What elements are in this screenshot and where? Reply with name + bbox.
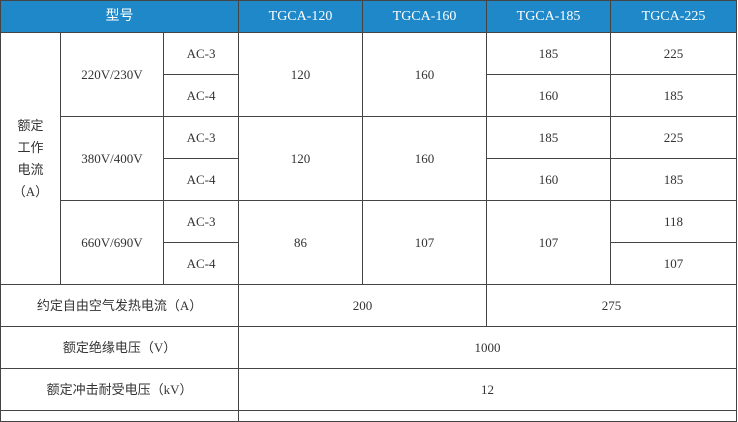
value-cell: 86 bbox=[238, 200, 364, 285]
table-row: 380V/400V AC-3 120 160 185 225 bbox=[1, 116, 738, 201]
category-cell: AC-4 bbox=[162, 74, 240, 117]
category-cell: AC-3 bbox=[162, 116, 240, 159]
category-cell: AC-3 bbox=[162, 200, 240, 243]
value-cell: 107 bbox=[362, 200, 488, 285]
value-cell: 1000 bbox=[238, 326, 738, 369]
table-row: 额定 工作 电流 （A） 220V/230V AC-3 120 160 185 … bbox=[0, 32, 738, 285]
value-cell: 107 bbox=[486, 200, 612, 285]
value-cell: 160 bbox=[486, 158, 612, 201]
value-cell: 185 bbox=[610, 74, 738, 117]
value-cell: 160 bbox=[362, 32, 488, 117]
model-header: TGCA-160 bbox=[362, 0, 488, 33]
value-cell: 107 bbox=[610, 242, 738, 285]
model-header: TGCA-120 bbox=[238, 0, 364, 33]
value-cell: 185 bbox=[610, 158, 738, 201]
table-row: 额定冲击耐受电压（kV） 12 bbox=[0, 368, 738, 411]
voltage-cell: 220V/230V bbox=[60, 32, 164, 117]
table-row: 额定绝缘电压（V） 1000 bbox=[0, 326, 738, 369]
value-cell: 225 bbox=[610, 116, 738, 159]
model-label: 型号 bbox=[0, 0, 240, 33]
impulse-voltage-label: 额定冲击耐受电压（kV） bbox=[0, 368, 240, 411]
value-cell: 225 bbox=[610, 32, 738, 75]
category-cell: AC-3 bbox=[162, 32, 240, 75]
thermal-current-label: 约定自由空气发热电流（A） bbox=[0, 284, 240, 327]
value-cell: 120 bbox=[238, 116, 364, 201]
header-row: 型号 TGCA-120 TGCA-160 TGCA-185 TGCA-225 bbox=[0, 0, 738, 33]
value-cell: 160 bbox=[486, 74, 612, 117]
voltage-cell: 660V/690V bbox=[60, 200, 164, 285]
rated-current-label: 额定 工作 电流 （A） bbox=[0, 32, 61, 285]
table-row: AC-4 160 185 bbox=[1, 158, 738, 201]
insulation-voltage-label: 额定绝缘电压（V） bbox=[0, 326, 240, 369]
category-cell: AC-4 bbox=[162, 242, 240, 285]
table-row: 约定自由空气发热电流（A） 200 275 bbox=[0, 284, 738, 327]
value-cell: 185 bbox=[486, 32, 612, 75]
table-row bbox=[0, 410, 738, 422]
model-header: TGCA-225 bbox=[610, 0, 738, 33]
voltage-cell: 380V/400V bbox=[60, 116, 164, 201]
value-cell: 185 bbox=[486, 116, 612, 159]
table-row: AC-4 107 bbox=[1, 242, 738, 285]
table-row: 660V/690V AC-3 86 107 107 118 bbox=[1, 200, 738, 285]
value-cell: 275 bbox=[486, 284, 738, 327]
empty-cell bbox=[238, 410, 738, 422]
value-cell: 120 bbox=[238, 32, 364, 117]
model-header: TGCA-185 bbox=[486, 0, 612, 33]
category-cell: AC-4 bbox=[162, 158, 240, 201]
value-cell: 118 bbox=[610, 200, 738, 243]
value-cell: 12 bbox=[238, 368, 738, 411]
value-cell: 160 bbox=[362, 116, 488, 201]
value-cell: 200 bbox=[238, 284, 488, 327]
table-row: AC-4 160 185 bbox=[1, 74, 738, 117]
empty-cell bbox=[0, 410, 240, 422]
